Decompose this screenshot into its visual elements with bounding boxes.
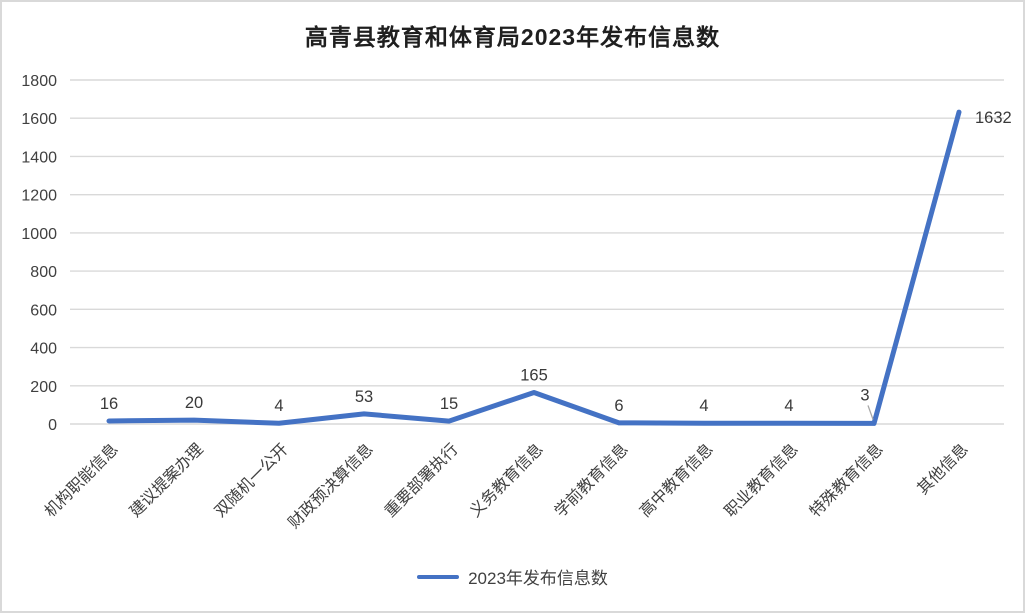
y-tick-label: 800 [30,264,57,281]
y-tick-label: 1200 [21,188,57,205]
x-tick-label: 学前教育信息 [551,440,632,521]
data-label: 6 [614,397,623,415]
x-tick-label: 建议提案办理 [126,440,207,521]
data-label: 1632 [975,109,1012,127]
y-tick-label: 1600 [21,111,57,128]
x-tick-label: 高中教育信息 [636,440,717,521]
data-label: 4 [699,397,708,415]
data-label: 15 [440,395,458,413]
y-tick-label: 600 [30,302,57,319]
x-tick-label: 重要部署执行 [381,440,462,521]
x-tick-label: 双随机一公开 [211,440,292,521]
y-tick-label: 1800 [21,73,57,90]
legend-series-label: 2023年发布信息数 [468,569,608,588]
y-tick-label: 400 [30,341,57,358]
data-label: 16 [100,395,118,413]
data-label: 53 [355,388,373,406]
data-label: 3 [860,386,869,404]
data-label: 165 [520,366,548,384]
x-tick-label: 其他信息 [914,440,972,498]
y-tick-label: 200 [30,379,57,396]
x-tick-label: 特殊教育信息 [806,440,887,521]
y-tick-label: 1400 [21,149,57,166]
x-tick-label: 财政预决算信息 [284,439,377,532]
chart-title: 高青县教育和体育局2023年发布信息数 [304,24,721,50]
y-tick-label: 0 [48,417,57,434]
data-label: 4 [784,397,793,415]
legend: 2023年发布信息数 [2,564,1023,589]
legend-line-swatch [417,574,460,579]
data-label-leader-line [867,405,874,420]
x-tick-label: 义务教育信息 [466,440,547,521]
data-label: 20 [185,394,203,412]
x-tick-label: 职业教育信息 [721,440,802,521]
data-label: 4 [274,397,283,415]
x-tick-label: 机构职能信息 [41,440,122,521]
series-line [106,109,962,426]
y-tick-label: 1000 [21,226,57,243]
